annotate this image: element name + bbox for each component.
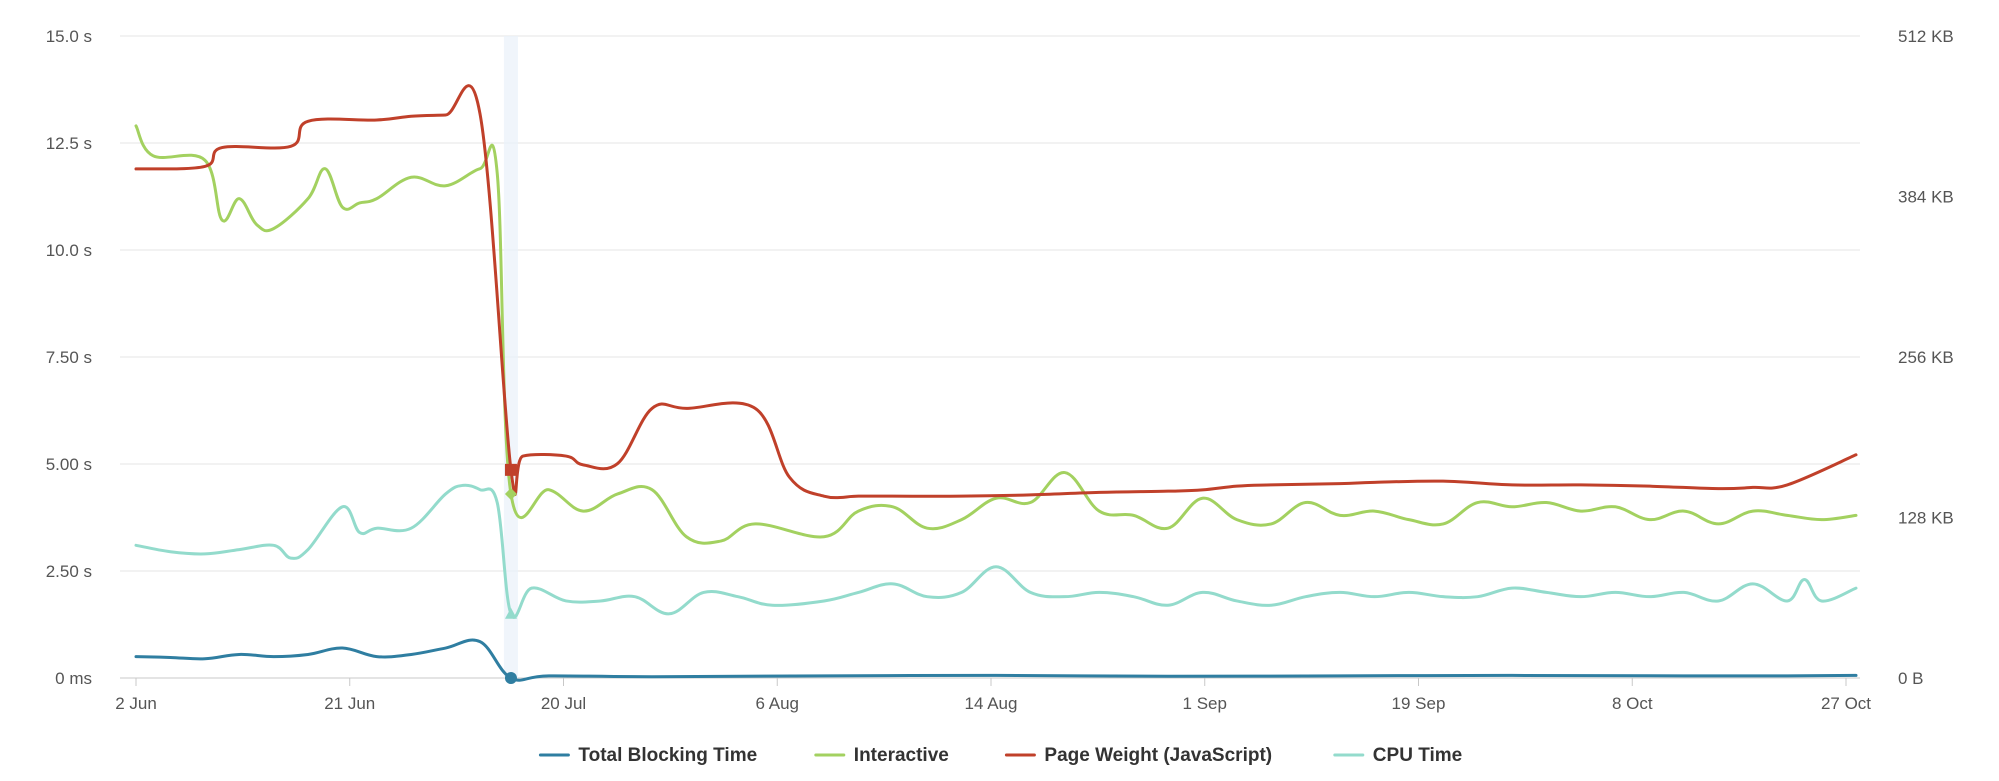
x-axis-tick-label: 6 Aug (756, 694, 800, 713)
right-axis: 0 B 128 KB 256 KB 384 KB 512 KB (1898, 27, 1954, 688)
point-page-weight-javascript[interactable] (504, 463, 517, 476)
legend-label: Page Weight (JavaScript) (1044, 745, 1272, 766)
x-axis-tick-label: 14 Aug (965, 694, 1018, 713)
x-axis-tick-label: 21 Jun (324, 694, 375, 713)
series-line-cpu-time[interactable] (134, 483, 1858, 619)
legend: Total Blocking Time Interactive Page Weigh… (538, 745, 1462, 766)
x-axis-tick-label: 1 Sep (1183, 694, 1227, 713)
point-interactive[interactable] (504, 487, 517, 500)
legend-label: CPU Time (1373, 745, 1462, 766)
left-axis-tick-label: 12.5 s (46, 134, 92, 153)
right-axis-tick-label: 0 B (1898, 669, 1924, 688)
left-axis-tick-label: 15.0 s (46, 27, 92, 46)
legend-item-page-weight-javascript[interactable]: Page Weight (JavaScript) (1004, 745, 1272, 766)
left-axis-tick-label: 2.50 s (46, 562, 92, 581)
right-axis-tick-label: 512 KB (1898, 27, 1954, 46)
legend-item-total-blocking-time[interactable]: Total Blocking Time (538, 745, 757, 766)
x-axis-tick-label: 2 Jun (115, 694, 157, 713)
right-axis-tick-label: 128 KB (1898, 509, 1954, 528)
series-line-total-blocking-time[interactable] (134, 638, 1858, 682)
right-axis-tick-label: 256 KB (1898, 348, 1954, 367)
grid (120, 35, 1860, 679)
legend-label: Total Blocking Time (578, 745, 757, 766)
x-axis-tick-label: 19 Sep (1392, 694, 1446, 713)
point-cpu-time[interactable] (504, 607, 517, 619)
legend-label: Interactive (854, 745, 949, 766)
crosshair (503, 36, 518, 678)
series-lines (134, 84, 1858, 682)
right-axis-tick-label: 384 KB (1898, 188, 1954, 207)
point-total-blocking-time[interactable] (504, 672, 517, 684)
left-axis-tick-label: 10.0 s (46, 241, 92, 260)
legend-item-interactive[interactable]: Interactive (814, 745, 949, 766)
series-line-interactive[interactable] (134, 124, 1858, 545)
x-axis-tick-label: 20 Jul (541, 694, 586, 713)
left-axis-tick-label: 0 ms (55, 669, 92, 688)
legend-item-cpu-time[interactable]: CPU Time (1333, 745, 1462, 766)
left-axis: 0 ms 2.50 s 5.00 s 7.50 s 10.0 s 12.5 s 15.0 s (46, 27, 92, 688)
x-axis: 2 Jun 21 Jun 20 Jul 6 Aug 14 Aug 1 Sep 19 Sep 8… (115, 678, 1871, 713)
x-axis-tick-label: 8 Oct (1612, 694, 1653, 713)
left-axis-tick-label: 7.50 s (46, 348, 92, 367)
crosshair-band (503, 36, 518, 678)
series-line-page-weight-javascript[interactable] (134, 84, 1858, 500)
left-axis-tick-label: 5.00 s (46, 455, 92, 474)
x-axis-tick-label: 27 Oct (1821, 694, 1871, 713)
series-markers (504, 463, 517, 684)
